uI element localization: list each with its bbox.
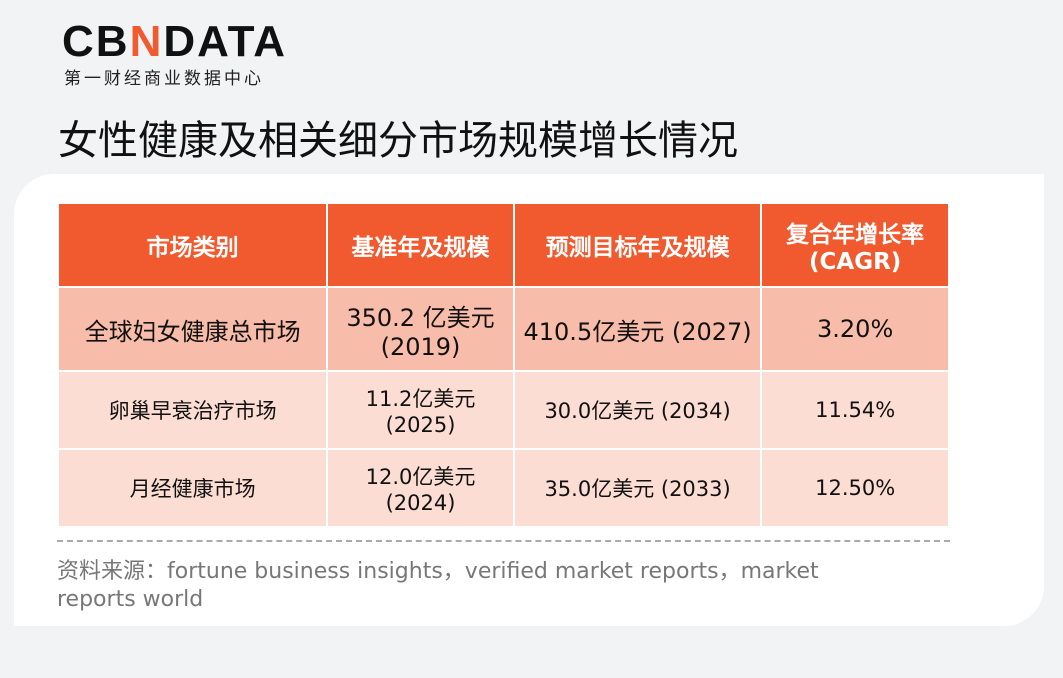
table-cell: 350.2 亿美元 (2019) xyxy=(326,286,515,372)
market-table: 市场类别 基准年及规模 预测目标年及规模 复合年增长率 (CAGR) 全球妇女健… xyxy=(56,202,950,528)
table-row: 全球妇女健康总市场 350.2 亿美元 (2019) 410.5亿美元 (202… xyxy=(56,286,950,372)
table-cell: 35.0亿美元 (2033) xyxy=(512,448,763,528)
table-cell: 410.5亿美元 (2027) xyxy=(512,286,763,372)
table-cell: 30.0亿美元 (2034) xyxy=(512,370,763,450)
table-header-row: 市场类别 基准年及规模 预测目标年及规模 复合年增长率 (CAGR) xyxy=(56,202,950,288)
table-cell: 全球妇女健康总市场 xyxy=(56,286,329,372)
table-cell: 11.2亿美元 (2025) xyxy=(326,370,515,450)
header-cell: 市场类别 xyxy=(56,202,329,288)
table-cell: 3.20% xyxy=(760,286,950,372)
table-cell: 月经健康市场 xyxy=(56,448,329,528)
header-cell: 基准年及规模 xyxy=(326,202,515,288)
source-note: 资料来源：fortune business insights，verified … xyxy=(57,559,819,612)
page-title: 女性健康及相关细分市场规模增长情况 xyxy=(58,118,738,164)
table-cell: 12.50% xyxy=(760,448,950,528)
header-cell: 复合年增长率 (CAGR) xyxy=(760,202,950,288)
logo-subtitle: 第一财经商业数据中心 xyxy=(64,69,264,89)
cbndata-logo: CBNDATA xyxy=(62,17,288,66)
table-row: 月经健康市场 12.0亿美元 (2024) 35.0亿美元 (2033) 12.… xyxy=(56,448,950,528)
table-cell: 卵巢早衰治疗市场 xyxy=(56,370,329,450)
header-cell: 预测目标年及规模 xyxy=(512,202,763,288)
table-row: 卵巢早衰治疗市场 11.2亿美元 (2025) 30.0亿美元 (2034) 1… xyxy=(56,370,950,450)
divider xyxy=(57,540,950,542)
table-cell: 12.0亿美元 (2024) xyxy=(326,448,515,528)
table-cell: 11.54% xyxy=(760,370,950,450)
